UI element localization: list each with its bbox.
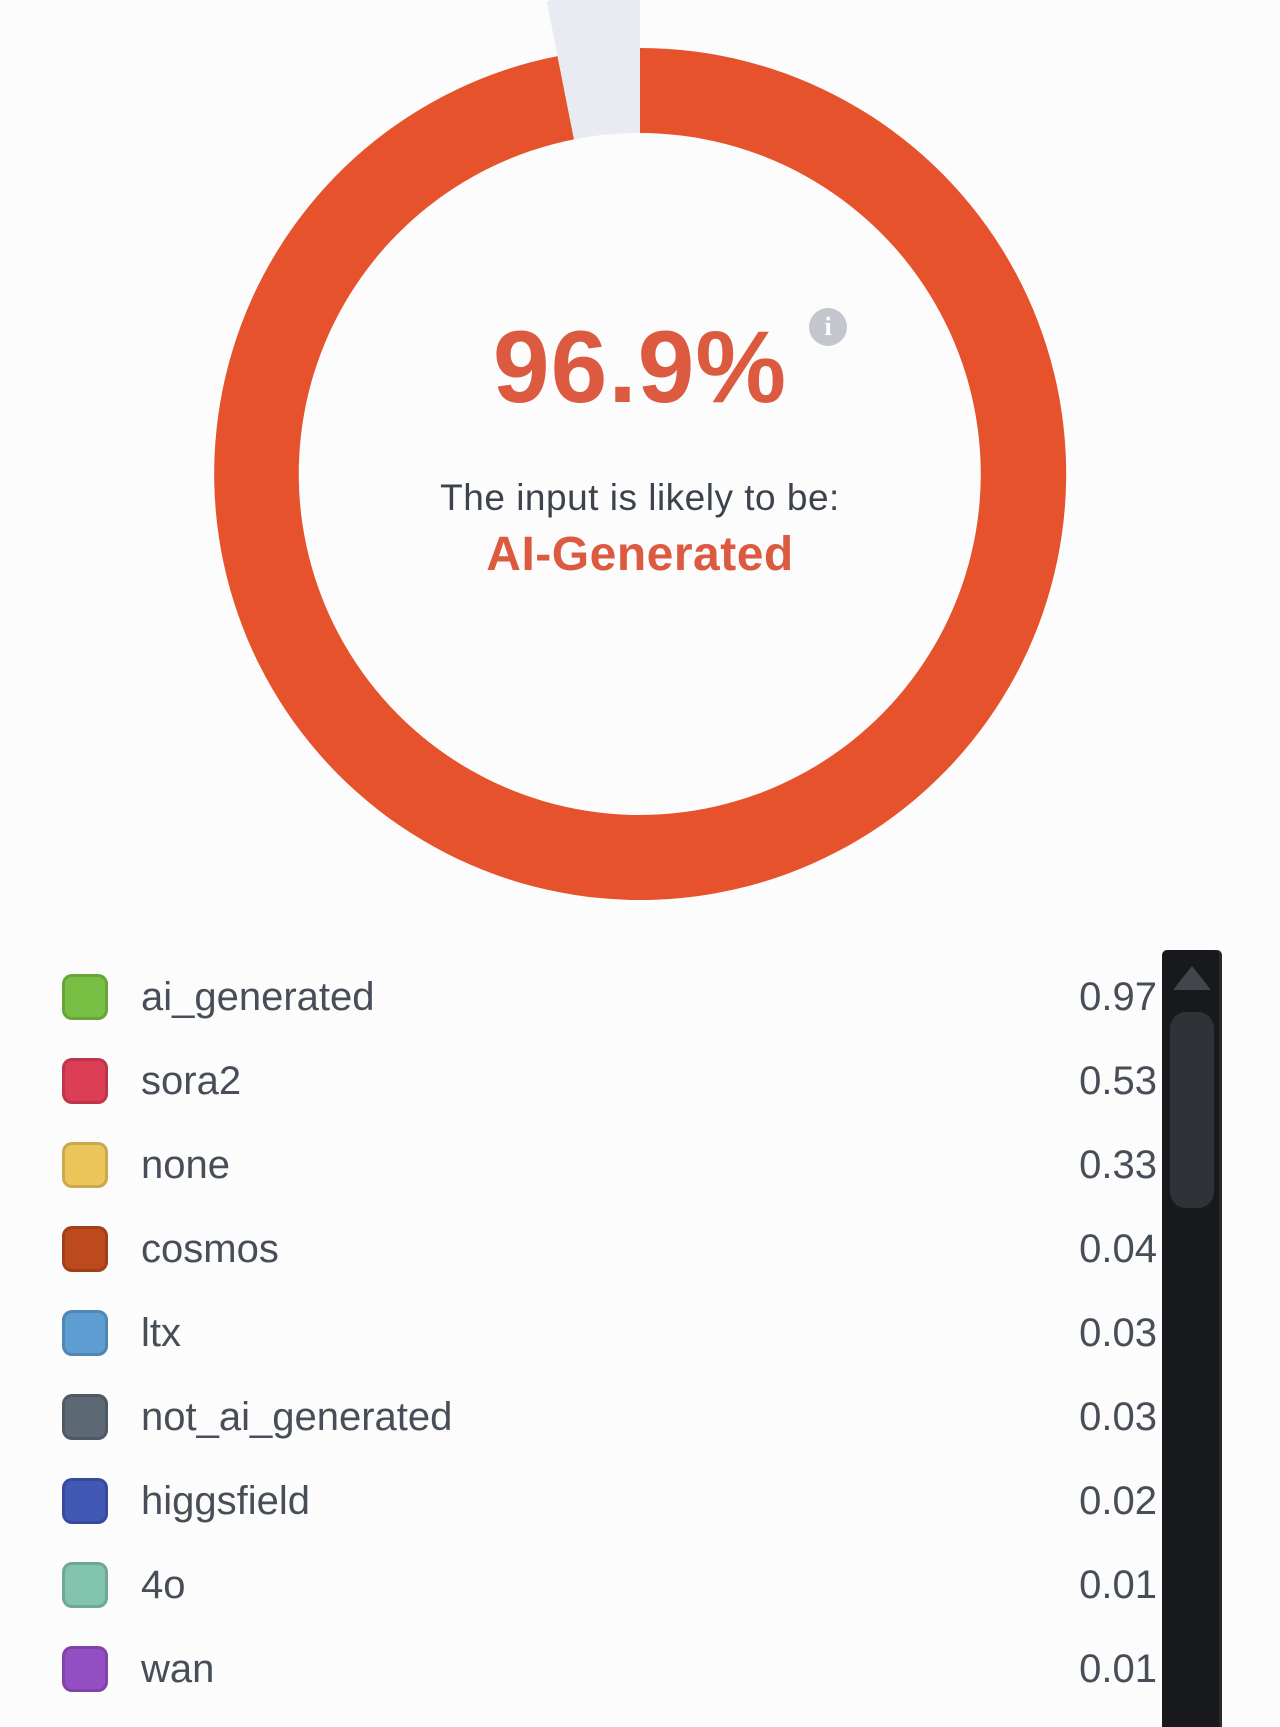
legend-label: ai_generated bbox=[141, 974, 375, 1019]
info-icon[interactable]: i bbox=[809, 308, 848, 346]
gauge-verdict: AI-Generated bbox=[486, 528, 794, 582]
legend-row-sora2[interactable]: sora2 0.53 bbox=[0, 1039, 1157, 1123]
scrollbar-thumb[interactable] bbox=[1170, 1012, 1214, 1208]
class-probability-list: ai_generated 0.97 sora2 0.53 none 0.33 c… bbox=[0, 955, 1157, 1711]
legend-value: 0.33 bbox=[1079, 1142, 1157, 1187]
legend-row-4o[interactable]: 4o 0.01 bbox=[0, 1543, 1157, 1627]
legend-row-not_ai_generated[interactable]: not_ai_generated 0.03 bbox=[0, 1375, 1157, 1459]
legend-label: not_ai_generated bbox=[141, 1394, 453, 1439]
percent-line: 96.9% i bbox=[493, 308, 848, 421]
legend-label: ltx bbox=[141, 1310, 181, 1355]
donut-chart: 96.9% i The input is likely to be: AI-Ge… bbox=[0, 0, 1280, 901]
legend-swatch bbox=[62, 1058, 108, 1104]
legend-swatch bbox=[62, 1394, 108, 1440]
gauge-center: 96.9% i The input is likely to be: AI-Ge… bbox=[0, 308, 1280, 582]
legend-label: cosmos bbox=[141, 1226, 279, 1271]
scrollbar[interactable] bbox=[1162, 950, 1222, 1727]
legend-row-none[interactable]: none 0.33 bbox=[0, 1123, 1157, 1207]
legend-label: 4o bbox=[141, 1562, 186, 1607]
legend-swatch bbox=[62, 1478, 108, 1524]
donut-arc-rest[interactable] bbox=[546, 0, 640, 140]
legend-row-ai_generated[interactable]: ai_generated 0.97 bbox=[0, 955, 1157, 1039]
legend-swatch bbox=[62, 1226, 108, 1272]
legend-value: 0.53 bbox=[1079, 1058, 1157, 1103]
legend-row-cosmos[interactable]: cosmos 0.04 bbox=[0, 1207, 1157, 1291]
legend-label: higgsfield bbox=[141, 1478, 311, 1523]
legend-swatch bbox=[62, 974, 108, 1020]
legend-label: none bbox=[141, 1142, 230, 1187]
scroll-up-icon[interactable] bbox=[1173, 966, 1211, 990]
legend-value: 0.01 bbox=[1079, 1646, 1157, 1691]
legend-value: 0.03 bbox=[1079, 1394, 1157, 1439]
legend-label: sora2 bbox=[141, 1058, 242, 1103]
legend-swatch bbox=[62, 1646, 108, 1692]
legend-swatch bbox=[62, 1310, 108, 1356]
legend-swatch bbox=[62, 1142, 108, 1188]
legend-value: 0.02 bbox=[1079, 1478, 1157, 1523]
gauge-caption: The input is likely to be: bbox=[440, 477, 840, 519]
legend-value: 0.97 bbox=[1079, 974, 1157, 1019]
legend-label: wan bbox=[141, 1646, 215, 1691]
percent-value: 96.9% bbox=[492, 310, 788, 424]
legend-swatch bbox=[62, 1562, 108, 1608]
donut-svg bbox=[214, 0, 1067, 901]
legend-row-higgsfield[interactable]: higgsfield 0.02 bbox=[0, 1459, 1157, 1543]
legend-value: 0.01 bbox=[1079, 1562, 1157, 1607]
legend-value: 0.03 bbox=[1079, 1310, 1157, 1355]
legend-row-wan[interactable]: wan 0.01 bbox=[0, 1627, 1157, 1711]
legend-row-ltx[interactable]: ltx 0.03 bbox=[0, 1291, 1157, 1375]
legend-value: 0.04 bbox=[1079, 1226, 1157, 1271]
